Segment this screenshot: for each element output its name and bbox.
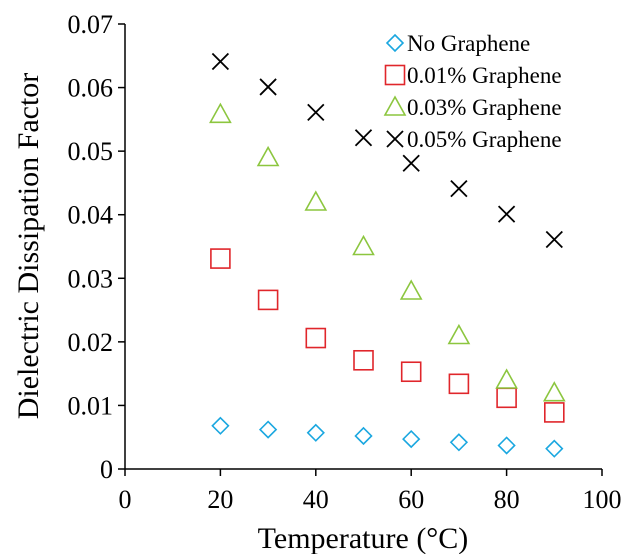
y-tick-label: 0.06 bbox=[68, 74, 114, 103]
data-point bbox=[307, 103, 325, 122]
data-points bbox=[209, 52, 566, 458]
data-point bbox=[211, 416, 230, 435]
data-point bbox=[497, 436, 516, 455]
y-tick-label: 0.07 bbox=[68, 10, 114, 39]
legend-label: 0.01% Graphene bbox=[407, 63, 562, 88]
y-tick-label: 0.02 bbox=[68, 328, 114, 357]
data-point bbox=[210, 248, 231, 269]
x-tick-label: 20 bbox=[207, 485, 233, 514]
data-point bbox=[450, 180, 468, 198]
legend: No Graphene 0.01% Graphene 0.03% Graphene 0… bbox=[383, 31, 562, 152]
data-point bbox=[352, 234, 375, 256]
legend-marker bbox=[386, 130, 404, 148]
data-point bbox=[400, 361, 422, 383]
data-point bbox=[306, 423, 325, 442]
data-point bbox=[545, 230, 563, 249]
data-point bbox=[354, 426, 373, 446]
legend-marker bbox=[383, 95, 407, 116]
data-point bbox=[257, 289, 279, 311]
x-tick-label: 100 bbox=[583, 485, 622, 514]
y-tick-label: 0.05 bbox=[68, 137, 114, 166]
data-point bbox=[542, 381, 566, 402]
data-point bbox=[353, 349, 374, 371]
x-tick-label: 60 bbox=[398, 485, 424, 514]
data-point bbox=[402, 429, 421, 449]
legend-marker bbox=[385, 33, 405, 53]
y-tick-label: 0.03 bbox=[68, 264, 114, 293]
y-tick-label: 0 bbox=[100, 455, 113, 484]
ticks: 0 20 40 60 80 100 0 0.01 0.02 0.03 0.04 0.05 0.06 0.0… bbox=[68, 10, 622, 514]
data-point bbox=[305, 327, 327, 349]
x-tick-label: 80 bbox=[494, 485, 520, 514]
x-axis-label: Temperature (°C) bbox=[258, 522, 469, 554]
data-point bbox=[304, 190, 328, 211]
data-point bbox=[449, 433, 469, 452]
legend-marker bbox=[384, 64, 406, 86]
data-point bbox=[543, 402, 565, 423]
data-point bbox=[447, 323, 471, 345]
data-point bbox=[258, 420, 278, 439]
x-tick-label: 0 bbox=[119, 485, 132, 514]
legend-label: 0.05% Graphene bbox=[407, 127, 562, 152]
x-tick-label: 40 bbox=[303, 485, 329, 514]
y-tick-label: 0.04 bbox=[68, 201, 114, 230]
data-point bbox=[495, 368, 518, 389]
data-point bbox=[497, 205, 516, 223]
y-axis-label: Dielectric Dissipation Factor bbox=[12, 73, 45, 420]
data-point bbox=[259, 78, 277, 96]
data-point bbox=[256, 145, 280, 167]
data-point bbox=[496, 387, 517, 409]
data-point bbox=[448, 373, 470, 395]
data-point bbox=[209, 102, 232, 124]
axes bbox=[124, 24, 602, 470]
data-point bbox=[354, 129, 373, 147]
data-point bbox=[402, 154, 420, 172]
y-tick-label: 0.01 bbox=[68, 391, 114, 420]
legend-label: No Graphene bbox=[407, 31, 530, 56]
data-point bbox=[399, 279, 423, 300]
legend-label: 0.03% Graphene bbox=[407, 95, 562, 120]
data-point bbox=[211, 52, 230, 71]
data-point bbox=[545, 439, 564, 458]
